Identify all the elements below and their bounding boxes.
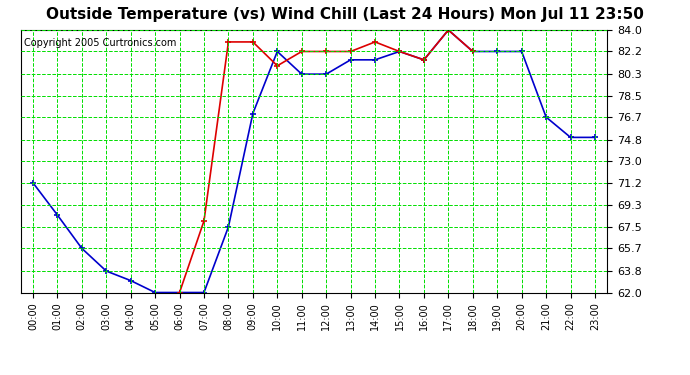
Text: Copyright 2005 Curtronics.com: Copyright 2005 Curtronics.com bbox=[23, 38, 176, 48]
Text: Outside Temperature (vs) Wind Chill (Last 24 Hours) Mon Jul 11 23:50: Outside Temperature (vs) Wind Chill (Las… bbox=[46, 8, 644, 22]
